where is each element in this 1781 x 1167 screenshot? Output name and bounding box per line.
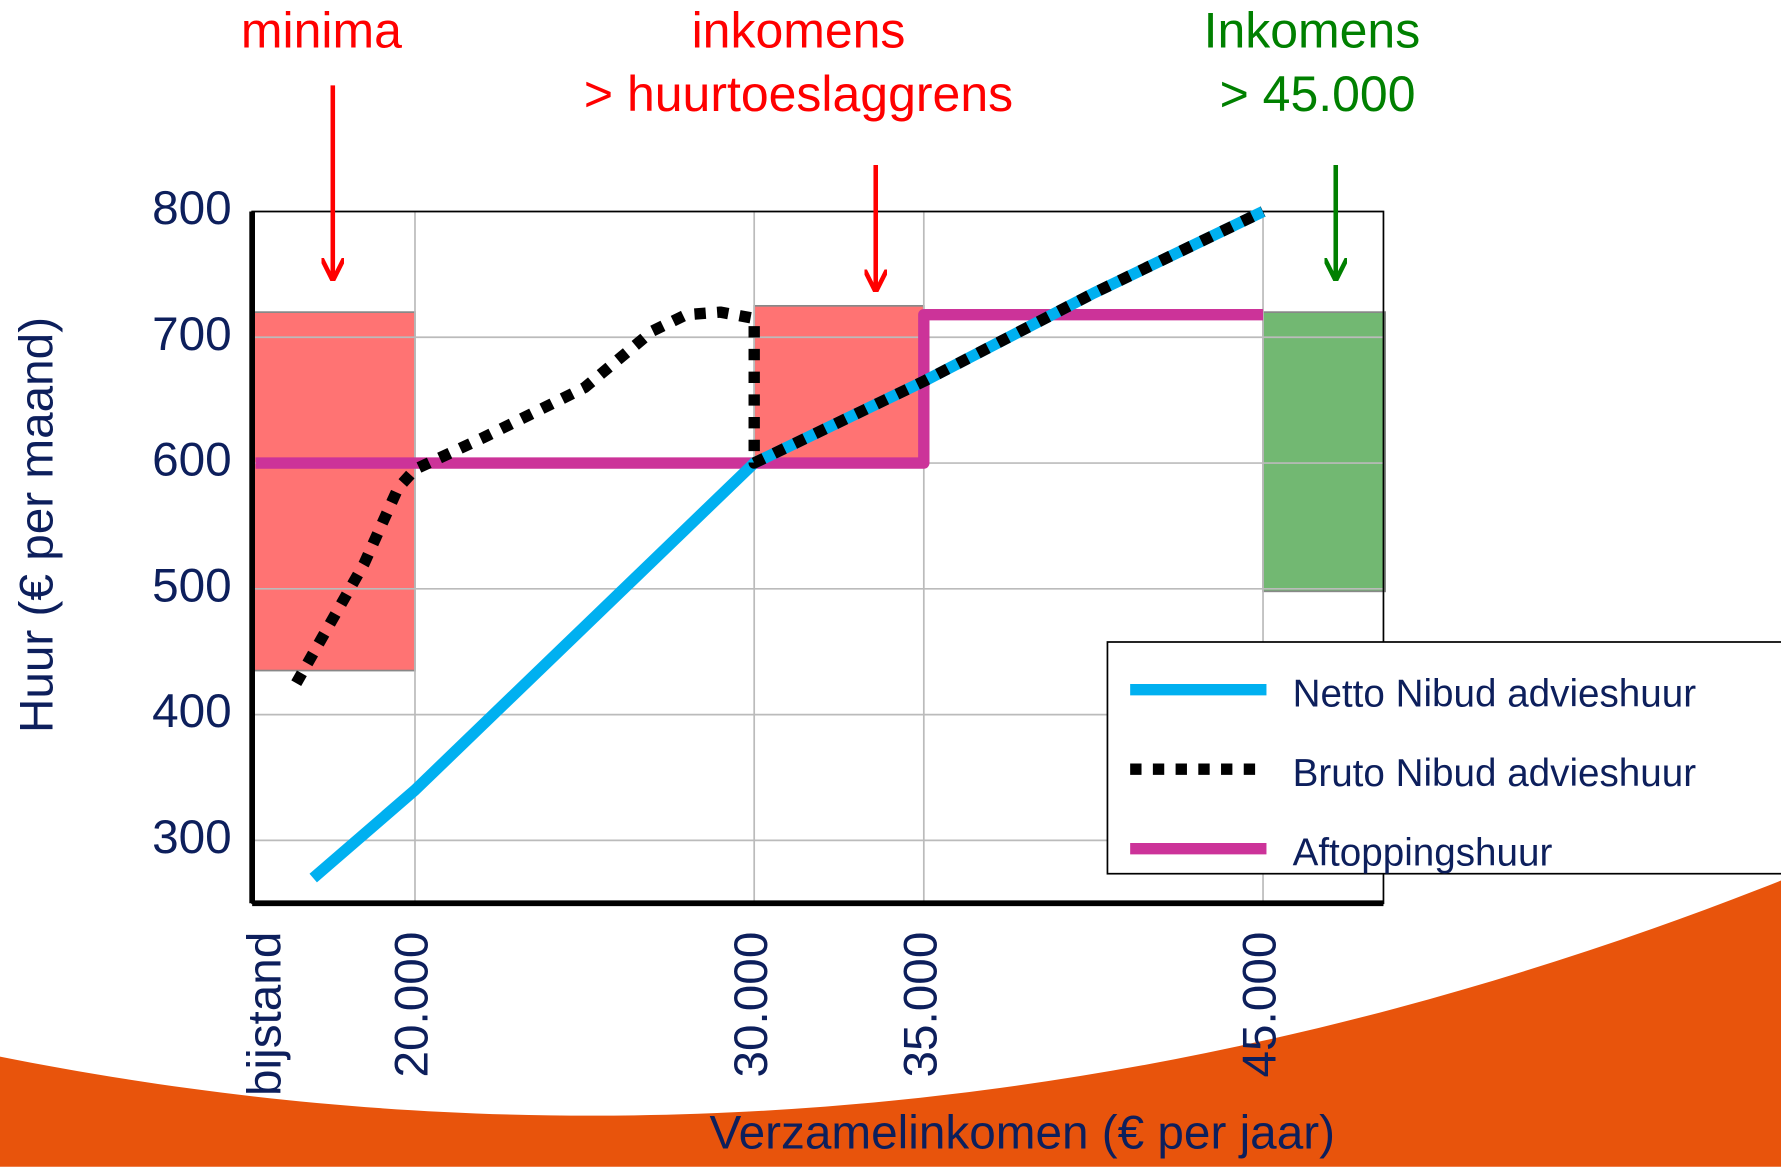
- x-axis-label: Verzamelinkomen (€ per jaar): [709, 1107, 1335, 1160]
- decor-swoosh: [0, 880, 1781, 1167]
- y-tick-label: 800: [152, 182, 232, 235]
- y-tick-label: 600: [152, 434, 232, 487]
- series-line: [255, 308, 1264, 469]
- annotation-text: > 45.000: [1220, 66, 1416, 122]
- legend-label: Bruto Nibud advieshuur: [1293, 752, 1697, 795]
- x-tick-label: 35.000: [894, 932, 947, 1078]
- income-band: [753, 304, 925, 464]
- y-tick-label: 400: [152, 685, 232, 738]
- y-axis-label: Huur (€ per maand): [10, 317, 63, 733]
- income-band: [251, 311, 416, 672]
- x-tick-label: 20.000: [386, 932, 439, 1078]
- annotation-text: Inkomens: [1204, 3, 1421, 59]
- annotation-text: inkomens: [692, 3, 906, 59]
- annotation-text: > huurtoeslaggrens: [584, 66, 1013, 122]
- legend-label: Netto Nibud advieshuur: [1293, 673, 1697, 716]
- income-band: [1262, 311, 1387, 593]
- y-tick-label: 300: [152, 811, 232, 864]
- legend-box: [1106, 641, 1781, 875]
- annotation-text: minima: [241, 3, 402, 59]
- legend-label: Aftoppingshuur: [1293, 832, 1553, 875]
- y-tick-label: 500: [152, 559, 232, 612]
- x-tick-label: bijstand: [239, 932, 292, 1096]
- x-tick-label: 30.000: [725, 932, 778, 1078]
- x-tick-label: 45.000: [1234, 932, 1287, 1078]
- y-tick-label: 700: [152, 308, 232, 361]
